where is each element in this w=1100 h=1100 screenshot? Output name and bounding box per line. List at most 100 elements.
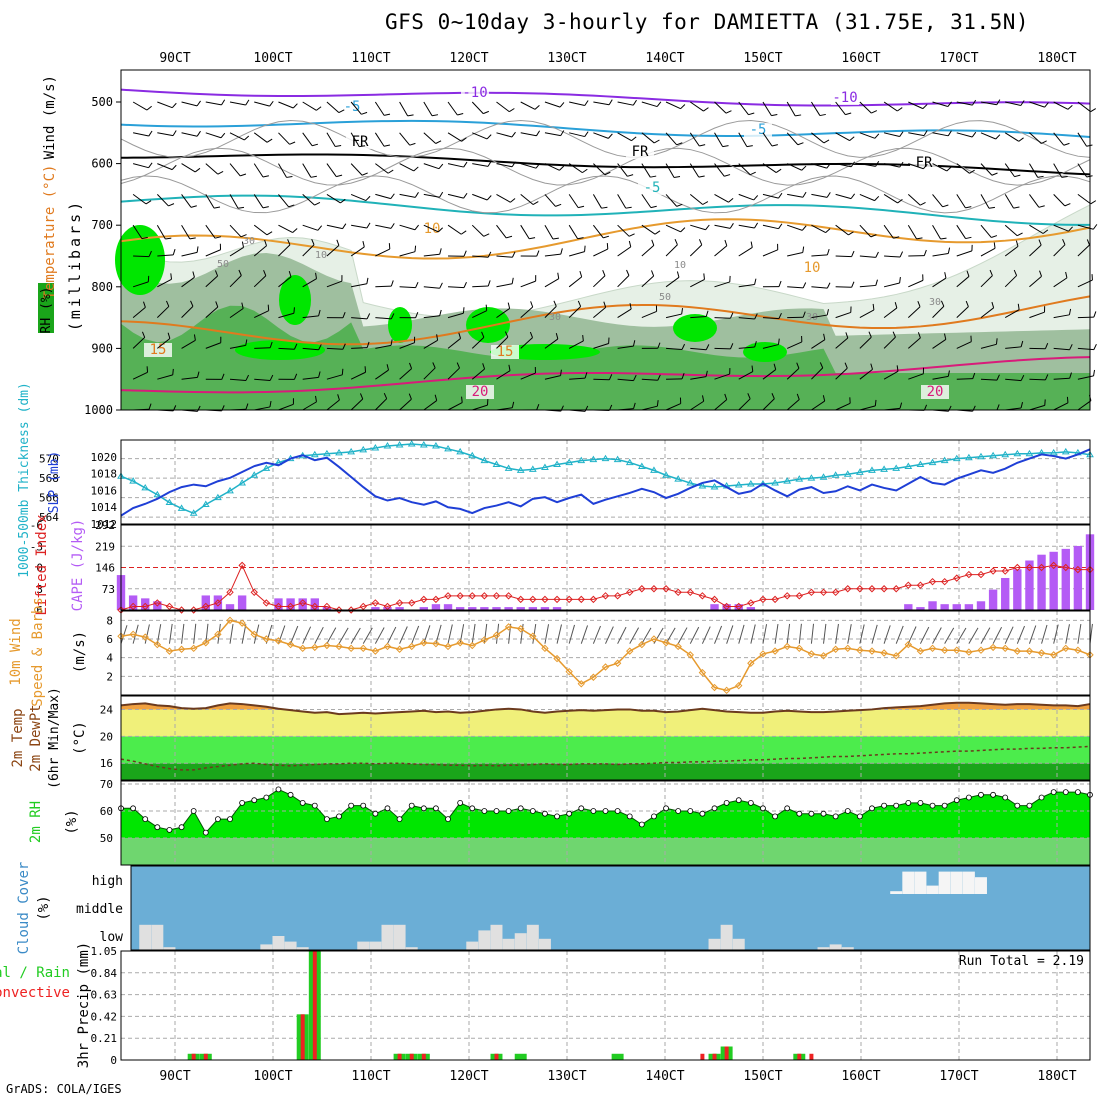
thickness-point xyxy=(880,465,888,472)
wind-barb-feather xyxy=(1014,174,1021,178)
rh-tick-label: 70 xyxy=(100,778,113,791)
rh2m-point xyxy=(965,794,972,801)
wind-barb-feather xyxy=(750,241,753,248)
wind-barb-feather xyxy=(702,201,709,205)
wind-barb-feather xyxy=(848,231,854,236)
wind-barb xyxy=(350,163,363,176)
wind-barb xyxy=(786,341,803,349)
wind-barb-feather xyxy=(366,341,370,348)
wind-barb xyxy=(787,224,803,231)
thickness-point xyxy=(310,450,319,458)
wind-barb-feather xyxy=(1041,140,1047,144)
wind-barb xyxy=(617,275,630,288)
cape-bar xyxy=(540,607,550,610)
wind-barb-feather xyxy=(627,174,634,177)
rh2m-point xyxy=(372,810,379,817)
wind-barb-feather xyxy=(922,104,928,109)
thickness-point xyxy=(250,471,259,478)
wind-barb-feather xyxy=(819,113,826,117)
wind-speed-point xyxy=(165,647,174,655)
wind-barb-feather xyxy=(1086,144,1093,147)
wind-barb-feather xyxy=(1042,229,1049,234)
wind-barb-feather xyxy=(217,170,224,175)
wind-barb-feather xyxy=(1066,396,1069,403)
wind-barb xyxy=(1004,132,1020,142)
wind-barb xyxy=(326,163,337,177)
rh-saturated-blob xyxy=(673,314,717,342)
wind-barb-feather xyxy=(436,334,439,341)
rh2m-point xyxy=(324,816,330,822)
wind-barb-feather xyxy=(310,175,317,178)
wind-barb-feather xyxy=(289,141,296,145)
cape-bar xyxy=(552,607,562,610)
wind-barb xyxy=(810,623,815,644)
wind-barb xyxy=(811,314,828,319)
wind-barb-feather xyxy=(504,331,509,338)
slp-panel-frame xyxy=(120,439,1091,525)
cape-bar xyxy=(528,607,538,610)
wind-barb-feather xyxy=(145,200,152,205)
ylabel-temp-unit: (°C) xyxy=(72,721,88,755)
wind-barb xyxy=(326,224,343,230)
wind-barb-feather xyxy=(826,282,831,289)
wind-barb-feather xyxy=(584,372,588,379)
wind-barb-feather xyxy=(487,280,491,287)
wind-barb xyxy=(254,310,269,319)
lifted-index-point xyxy=(722,602,731,611)
lifted-index-point xyxy=(989,567,997,575)
temp-band-mid xyxy=(121,736,1090,764)
thickness-point xyxy=(565,458,574,466)
wind-barb xyxy=(351,317,368,320)
wind-barb-feather xyxy=(237,206,245,209)
wind-barb-feather xyxy=(172,130,177,136)
precip-panel-frame xyxy=(120,950,1091,1061)
wind-barb xyxy=(157,254,174,257)
wind-barb-feather xyxy=(870,234,877,238)
lifted-index-point xyxy=(577,595,585,604)
thickness-point xyxy=(141,483,150,491)
rh2m-point xyxy=(687,808,694,814)
wind-barb-feather xyxy=(530,301,534,308)
wind-barb-feather xyxy=(463,161,468,168)
wind-barb xyxy=(374,132,385,147)
rh2m-point xyxy=(142,816,149,822)
lifted-index-point xyxy=(286,602,295,611)
wind-barb-feather xyxy=(991,301,995,308)
wind-barb xyxy=(471,224,485,237)
low-cloud-bar xyxy=(139,924,152,950)
lifted-index-point xyxy=(831,588,840,596)
wind-speed-point xyxy=(371,647,380,655)
precip-tick-label: 0.63 xyxy=(91,989,118,1002)
wind-barb-feather xyxy=(698,175,705,178)
wind-barb-feather xyxy=(923,163,928,170)
high-cloud-bar xyxy=(926,885,939,894)
wind-barb xyxy=(1077,132,1087,147)
thickness-point xyxy=(771,479,779,486)
wind-barb xyxy=(641,245,655,257)
wind-barb-feather xyxy=(141,331,146,338)
lifted-index-point xyxy=(650,585,658,593)
precip-total-bar xyxy=(611,1053,624,1060)
wind-barb xyxy=(350,371,366,380)
wind-barb xyxy=(229,132,245,141)
rh-saturated-blob xyxy=(115,225,165,295)
wind-barb-feather xyxy=(1067,105,1073,110)
ylabel-lifted-index: Lifted Index xyxy=(34,514,50,615)
wind-barb xyxy=(205,342,221,349)
lifted-index-point xyxy=(965,570,973,579)
wind-barb xyxy=(617,101,634,106)
wind-barb-feather xyxy=(390,193,395,199)
thickness-point xyxy=(892,464,901,471)
wind-barb-feather xyxy=(681,343,686,350)
thickness-point xyxy=(964,453,973,461)
wind-barb xyxy=(871,624,878,644)
lifted-index-point xyxy=(129,602,137,611)
low-cloud-bar xyxy=(514,933,527,950)
thickness-point xyxy=(238,479,247,486)
wind-barb xyxy=(690,101,704,112)
slp-line xyxy=(120,448,1091,517)
wind-barb xyxy=(338,627,349,644)
wind-barb xyxy=(254,406,271,411)
precip-tick-label: 0.42 xyxy=(91,1010,118,1023)
wind-barb xyxy=(1077,193,1092,205)
